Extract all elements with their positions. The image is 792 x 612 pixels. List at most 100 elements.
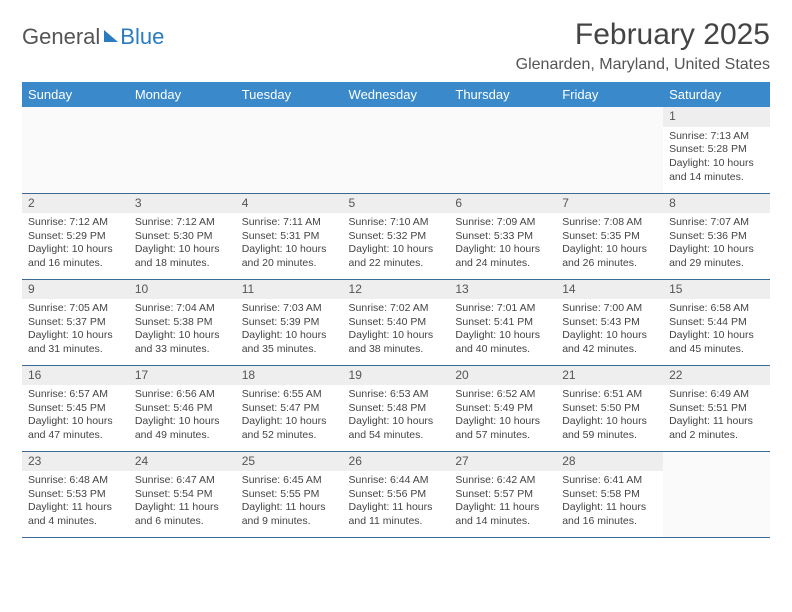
day-header: Sunday	[22, 82, 129, 107]
day-body: Sunrise: 7:11 AMSunset: 5:31 PMDaylight:…	[236, 213, 343, 276]
sunset-text: Sunset: 5:45 PM	[28, 402, 123, 416]
sunset-text: Sunset: 5:36 PM	[669, 230, 764, 244]
calendar-cell: 1 Sunrise: 7:13 AMSunset: 5:28 PMDaylight…	[663, 107, 770, 193]
sunset-text: Sunset: 5:58 PM	[562, 488, 657, 502]
sunset-text: Sunset: 5:28 PM	[669, 143, 764, 157]
daylight-text: Daylight: 10 hours and 14 minutes.	[669, 157, 764, 184]
sunset-text: Sunset: 5:55 PM	[242, 488, 337, 502]
sunset-text: Sunset: 5:31 PM	[242, 230, 337, 244]
daylight-text: Daylight: 11 hours and 2 minutes.	[669, 415, 764, 442]
sunrise-text: Sunrise: 6:44 AM	[349, 474, 444, 488]
day-body: Sunrise: 7:05 AMSunset: 5:37 PMDaylight:…	[22, 299, 129, 362]
day-number: 22	[663, 366, 770, 386]
daylight-text: Daylight: 10 hours and 42 minutes.	[562, 329, 657, 356]
sunrise-text: Sunrise: 6:48 AM	[28, 474, 123, 488]
daylight-text: Daylight: 11 hours and 4 minutes.	[28, 501, 123, 528]
calendar-cell: 18Sunrise: 6:55 AMSunset: 5:47 PMDayligh…	[236, 365, 343, 451]
daylight-text: Daylight: 11 hours and 11 minutes.	[349, 501, 444, 528]
day-number: 18	[236, 366, 343, 386]
sunset-text: Sunset: 5:40 PM	[349, 316, 444, 330]
calendar-cell: 9Sunrise: 7:05 AMSunset: 5:37 PMDaylight…	[22, 279, 129, 365]
day-number: 28	[556, 452, 663, 472]
day-body: Sunrise: 6:41 AMSunset: 5:58 PMDaylight:…	[556, 471, 663, 534]
day-header: Tuesday	[236, 82, 343, 107]
sunrise-text: Sunrise: 7:12 AM	[28, 216, 123, 230]
sunset-text: Sunset: 5:51 PM	[669, 402, 764, 416]
sunset-text: Sunset: 5:32 PM	[349, 230, 444, 244]
sunset-text: Sunset: 5:48 PM	[349, 402, 444, 416]
sunrise-text: Sunrise: 6:53 AM	[349, 388, 444, 402]
day-body: Sunrise: 6:52 AMSunset: 5:49 PMDaylight:…	[449, 385, 556, 448]
calendar-cell: 16Sunrise: 6:57 AMSunset: 5:45 PMDayligh…	[22, 365, 129, 451]
daylight-text: Daylight: 10 hours and 33 minutes.	[135, 329, 230, 356]
calendar-cell: 22Sunrise: 6:49 AMSunset: 5:51 PMDayligh…	[663, 365, 770, 451]
calendar-cell: 27Sunrise: 6:42 AMSunset: 5:57 PMDayligh…	[449, 451, 556, 537]
calendar-cell: 21Sunrise: 6:51 AMSunset: 5:50 PMDayligh…	[556, 365, 663, 451]
day-number: 14	[556, 280, 663, 300]
day-number: 21	[556, 366, 663, 386]
calendar-head: SundayMondayTuesdayWednesdayThursdayFrid…	[22, 82, 770, 107]
day-number: 1	[663, 107, 770, 127]
calendar-cell: 11Sunrise: 7:03 AMSunset: 5:39 PMDayligh…	[236, 279, 343, 365]
sunset-text: Sunset: 5:37 PM	[28, 316, 123, 330]
logo-text-general: General	[22, 24, 100, 50]
daylight-text: Daylight: 10 hours and 20 minutes.	[242, 243, 337, 270]
daylight-text: Daylight: 10 hours and 59 minutes.	[562, 415, 657, 442]
calendar-cell: 6Sunrise: 7:09 AMSunset: 5:33 PMDaylight…	[449, 193, 556, 279]
day-number: 24	[129, 452, 236, 472]
day-number: 16	[22, 366, 129, 386]
calendar-cell	[343, 107, 450, 193]
daylight-text: Daylight: 10 hours and 18 minutes.	[135, 243, 230, 270]
day-body: Sunrise: 6:53 AMSunset: 5:48 PMDaylight:…	[343, 385, 450, 448]
day-number: 27	[449, 452, 556, 472]
day-body: Sunrise: 6:56 AMSunset: 5:46 PMDaylight:…	[129, 385, 236, 448]
daylight-text: Daylight: 11 hours and 14 minutes.	[455, 501, 550, 528]
day-body: Sunrise: 7:01 AMSunset: 5:41 PMDaylight:…	[449, 299, 556, 362]
calendar-week: 1 Sunrise: 7:13 AMSunset: 5:28 PMDaylight…	[22, 107, 770, 193]
day-body: Sunrise: 7:12 AMSunset: 5:30 PMDaylight:…	[129, 213, 236, 276]
sunrise-text: Sunrise: 7:08 AM	[562, 216, 657, 230]
sunset-text: Sunset: 5:46 PM	[135, 402, 230, 416]
daylight-text: Daylight: 10 hours and 57 minutes.	[455, 415, 550, 442]
day-body: Sunrise: 6:58 AMSunset: 5:44 PMDaylight:…	[663, 299, 770, 362]
sunrise-text: Sunrise: 7:12 AM	[135, 216, 230, 230]
sunrise-text: Sunrise: 7:09 AM	[455, 216, 550, 230]
sunset-text: Sunset: 5:50 PM	[562, 402, 657, 416]
day-number: 11	[236, 280, 343, 300]
sunset-text: Sunset: 5:33 PM	[455, 230, 550, 244]
sunrise-text: Sunrise: 6:41 AM	[562, 474, 657, 488]
calendar-week: 9Sunrise: 7:05 AMSunset: 5:37 PMDaylight…	[22, 279, 770, 365]
sunset-text: Sunset: 5:44 PM	[669, 316, 764, 330]
calendar-cell: 14Sunrise: 7:00 AMSunset: 5:43 PMDayligh…	[556, 279, 663, 365]
sunset-text: Sunset: 5:47 PM	[242, 402, 337, 416]
day-number: 13	[449, 280, 556, 300]
daylight-text: Daylight: 10 hours and 35 minutes.	[242, 329, 337, 356]
logo-triangle-icon	[104, 30, 118, 42]
day-number: 3	[129, 194, 236, 214]
day-body: Sunrise: 7:12 AMSunset: 5:29 PMDaylight:…	[22, 213, 129, 276]
sunrise-text: Sunrise: 7:13 AM	[669, 130, 764, 144]
sunset-text: Sunset: 5:53 PM	[28, 488, 123, 502]
calendar-cell	[556, 107, 663, 193]
day-body: Sunrise: 6:44 AMSunset: 5:56 PMDaylight:…	[343, 471, 450, 534]
day-number: 17	[129, 366, 236, 386]
sunset-text: Sunset: 5:43 PM	[562, 316, 657, 330]
day-header: Monday	[129, 82, 236, 107]
logo: General Blue	[22, 18, 164, 50]
calendar-cell: 2Sunrise: 7:12 AMSunset: 5:29 PMDaylight…	[22, 193, 129, 279]
day-number: 19	[343, 366, 450, 386]
sunrise-text: Sunrise: 6:52 AM	[455, 388, 550, 402]
day-body: Sunrise: 6:51 AMSunset: 5:50 PMDaylight:…	[556, 385, 663, 448]
day-body: Sunrise: 6:48 AMSunset: 5:53 PMDaylight:…	[22, 471, 129, 534]
daylight-text: Daylight: 10 hours and 29 minutes.	[669, 243, 764, 270]
day-number: 6	[449, 194, 556, 214]
day-header: Wednesday	[343, 82, 450, 107]
calendar-week: 23Sunrise: 6:48 AMSunset: 5:53 PMDayligh…	[22, 451, 770, 537]
calendar-cell: 19Sunrise: 6:53 AMSunset: 5:48 PMDayligh…	[343, 365, 450, 451]
calendar-table: SundayMondayTuesdayWednesdayThursdayFrid…	[22, 82, 770, 538]
day-body: Sunrise: 7:08 AMSunset: 5:35 PMDaylight:…	[556, 213, 663, 276]
sunset-text: Sunset: 5:29 PM	[28, 230, 123, 244]
day-number: 7	[556, 194, 663, 214]
day-header: Thursday	[449, 82, 556, 107]
calendar-cell: 13Sunrise: 7:01 AMSunset: 5:41 PMDayligh…	[449, 279, 556, 365]
